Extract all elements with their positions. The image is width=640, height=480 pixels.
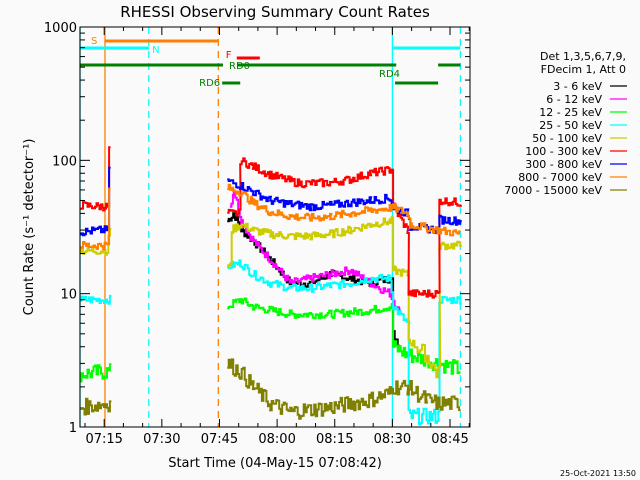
y-tick-label: 10 [60, 288, 77, 303]
legend-label: 50 - 100 keV [532, 132, 602, 145]
plot-frame [79, 26, 471, 428]
series-line [80, 363, 112, 383]
annotation-label: N [152, 45, 159, 56]
y-tick-label: 100 [52, 154, 77, 169]
series-line [227, 216, 462, 379]
series-line [80, 187, 111, 251]
x-tick-label: 08:15 [316, 432, 353, 447]
legend-label: 25 - 50 keV [539, 119, 602, 132]
x-tick-label: 07:15 [85, 432, 122, 447]
legend: Det 1,3,5,6,7,9,FDecim 1, Att 0 3 - 6 keV… [504, 50, 627, 197]
legend-label: 12 - 25 keV [539, 106, 602, 119]
annotation-label: RD6 [199, 78, 220, 89]
x-tick-label: 07:30 [143, 432, 180, 447]
series-line [80, 166, 111, 237]
legend-label: 800 - 7000 keV [518, 171, 602, 184]
legend-label: 6 - 12 keV [546, 93, 602, 106]
x-tick-label: 08:45 [431, 432, 468, 447]
series-line [227, 259, 462, 426]
legend-label: 300 - 800 keV [525, 158, 602, 171]
y-tick-label: 1 [69, 421, 77, 436]
series-line [80, 227, 112, 256]
y-tick-label: 1000 [44, 21, 77, 36]
legend-header: Det 1,3,5,6,7,9, [540, 50, 626, 63]
x-tick-label: 07:45 [201, 432, 238, 447]
annotation-label: S [91, 36, 97, 47]
legend-label: 100 - 300 keV [525, 145, 602, 158]
x-tick-label: 08:30 [374, 432, 411, 447]
chart-title: RHESSI Observing Summary Count Rates [120, 3, 430, 21]
x-tick-label: 08:00 [258, 432, 295, 447]
axes: 07:15 07:30 07:45 08:00 08:15 08:30 08:45 1000 1… [44, 21, 470, 447]
legend-label: 7000 - 15000 keV [504, 184, 602, 197]
annotation-label: F [226, 50, 232, 61]
y-axis-label: Count Rate (s⁻¹ detector⁻¹) [22, 139, 37, 316]
legend-header: FDecim 1, Att 0 [541, 63, 626, 76]
x-axis-label: Start Time (04-May-15 07:08:42) [168, 456, 382, 471]
series-line [229, 191, 401, 311]
series-line [227, 358, 461, 420]
series-line [227, 297, 461, 375]
footer-timestamp: 25-Oct-2021 13:50 [560, 469, 636, 478]
annotation-label: RD4 [379, 69, 400, 80]
series-line [80, 397, 112, 416]
annotation-label: RD0 [229, 61, 250, 72]
series-line [80, 146, 111, 212]
series-line [227, 157, 462, 299]
data-series [80, 146, 462, 426]
series-line [80, 294, 112, 305]
series-line [227, 183, 461, 237]
legend-label: 3 - 6 keV [553, 80, 602, 93]
